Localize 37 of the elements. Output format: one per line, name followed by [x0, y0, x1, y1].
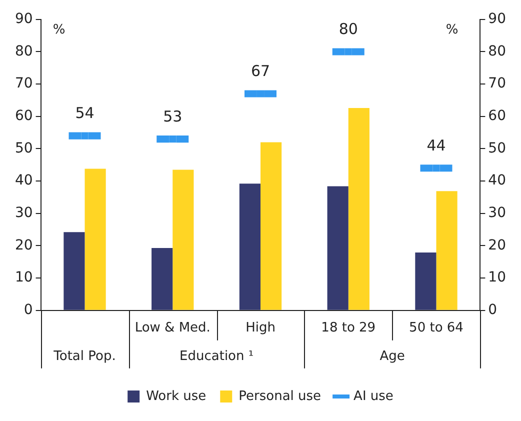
y2-tick-label: 0 — [488, 302, 498, 318]
y2-tick-label: 70 — [488, 76, 506, 92]
data-label: 44 — [426, 136, 446, 155]
y-tick-label: 80 — [14, 43, 33, 60]
y-tick-label: 30 — [14, 205, 33, 222]
y2-tick-label: 50 — [488, 140, 506, 156]
y-tick-label: 20 — [14, 237, 33, 254]
text: Total Pop. — [52, 348, 116, 364]
y2-tick-label: 90 — [488, 11, 506, 28]
x-tick-label: High — [246, 320, 276, 336]
y-tick-label: 0 — [24, 302, 33, 318]
legend-label: Work use — [146, 388, 206, 404]
y-tick-label: 10 — [14, 270, 33, 286]
x-tick-label: 18 to 29 — [321, 320, 376, 336]
legend-label: AI use — [354, 388, 394, 404]
y2-tick-label: 10 — [488, 270, 506, 286]
x-tick-label: Low & Med. — [134, 320, 210, 336]
y-axis-title: % — [52, 22, 66, 38]
text: Age — [380, 348, 405, 364]
y2-tick-label: 80 — [488, 43, 506, 60]
y-tick-label: 50 — [14, 140, 33, 156]
y2-axis-title: % — [446, 22, 458, 38]
data-label: 53 — [163, 107, 182, 126]
data-label: 54 — [75, 104, 94, 122]
text: Education ¹ — [180, 348, 254, 364]
y-tick-label: 90 — [14, 11, 33, 28]
legend-label: Personal use — [238, 388, 322, 404]
x-tick-label: 50 to 64 — [409, 320, 464, 336]
y2-tick-label: 20 — [488, 237, 506, 254]
y-tick-label: 70 — [14, 76, 33, 92]
data-label: 67 — [250, 62, 270, 80]
y2-tick-label: 40 — [488, 172, 506, 189]
y2-tick-label: 60 — [488, 108, 506, 124]
y2-tick-label: 30 — [488, 205, 506, 222]
data-label: 80 — [338, 20, 358, 38]
y-tick-label: 60 — [14, 108, 33, 124]
y-tick-label: 40 — [14, 172, 33, 189]
